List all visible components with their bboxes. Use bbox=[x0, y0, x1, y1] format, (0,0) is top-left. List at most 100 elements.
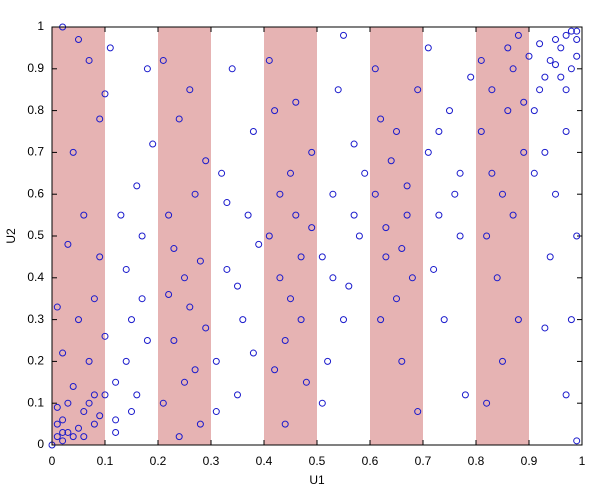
point bbox=[562, 128, 570, 135]
x-tick-label: 0.2 bbox=[150, 454, 167, 468]
point bbox=[393, 295, 400, 303]
point bbox=[488, 86, 496, 94]
point bbox=[249, 349, 257, 357]
shaded-band bbox=[52, 27, 105, 445]
point bbox=[101, 332, 109, 340]
point bbox=[509, 65, 517, 73]
point bbox=[488, 169, 496, 177]
point bbox=[377, 115, 385, 123]
point bbox=[90, 420, 98, 428]
point bbox=[451, 190, 459, 198]
point bbox=[414, 408, 422, 416]
point bbox=[573, 232, 581, 240]
point bbox=[234, 391, 241, 399]
point bbox=[96, 253, 104, 261]
point bbox=[530, 107, 538, 115]
point bbox=[424, 44, 432, 52]
point bbox=[297, 253, 305, 261]
point bbox=[387, 157, 395, 165]
point bbox=[75, 424, 82, 432]
point bbox=[138, 232, 146, 240]
point bbox=[546, 56, 554, 64]
point bbox=[504, 107, 512, 115]
point bbox=[499, 190, 506, 198]
point bbox=[552, 61, 559, 69]
point bbox=[196, 257, 204, 265]
point bbox=[212, 357, 220, 365]
shaded-band bbox=[476, 27, 529, 445]
y-tick-label: 0.1 bbox=[27, 395, 44, 409]
point bbox=[53, 403, 61, 411]
point bbox=[329, 274, 337, 282]
point bbox=[504, 44, 512, 52]
point bbox=[408, 274, 416, 282]
point bbox=[112, 416, 120, 424]
point bbox=[456, 169, 464, 177]
point bbox=[175, 433, 183, 441]
point bbox=[552, 36, 559, 44]
point bbox=[239, 316, 247, 324]
point bbox=[318, 399, 326, 407]
point bbox=[573, 27, 581, 35]
point bbox=[80, 408, 88, 416]
point bbox=[170, 245, 178, 253]
point bbox=[159, 56, 167, 64]
point bbox=[541, 148, 549, 156]
point bbox=[371, 65, 379, 73]
point bbox=[276, 274, 284, 282]
point bbox=[292, 98, 300, 106]
point bbox=[382, 224, 390, 232]
point bbox=[159, 399, 167, 407]
point bbox=[520, 148, 528, 156]
y-tick-label: 0.8 bbox=[27, 103, 44, 117]
point bbox=[573, 437, 581, 445]
point bbox=[122, 265, 130, 273]
point bbox=[265, 232, 273, 240]
point bbox=[69, 433, 77, 441]
point bbox=[255, 240, 263, 248]
point bbox=[138, 295, 146, 303]
point bbox=[377, 316, 385, 324]
point bbox=[302, 378, 310, 386]
x-tick-label: 0 bbox=[49, 454, 56, 468]
x-tick-label: 0.4 bbox=[256, 454, 273, 468]
point bbox=[165, 291, 173, 299]
point bbox=[53, 420, 61, 428]
point bbox=[117, 211, 125, 219]
point bbox=[483, 399, 491, 407]
point bbox=[350, 140, 358, 148]
point bbox=[101, 391, 109, 399]
point bbox=[64, 399, 72, 407]
point bbox=[202, 157, 210, 165]
point bbox=[573, 36, 581, 44]
point bbox=[59, 437, 67, 445]
point bbox=[345, 282, 353, 290]
point bbox=[53, 433, 61, 441]
point bbox=[541, 324, 549, 332]
point bbox=[196, 420, 204, 428]
point bbox=[85, 399, 93, 407]
point bbox=[191, 366, 199, 374]
point bbox=[361, 169, 369, 177]
point bbox=[514, 316, 522, 324]
point bbox=[128, 408, 135, 416]
point bbox=[281, 420, 289, 428]
point bbox=[477, 56, 485, 64]
point bbox=[128, 316, 135, 324]
point bbox=[271, 107, 279, 115]
y-tick-label: 0.7 bbox=[27, 145, 44, 159]
point bbox=[350, 211, 358, 219]
point bbox=[175, 115, 183, 123]
point bbox=[525, 52, 533, 60]
point bbox=[143, 337, 151, 344]
x-tick-label: 0.1 bbox=[97, 454, 114, 468]
point bbox=[334, 86, 342, 94]
point bbox=[218, 169, 226, 177]
point bbox=[90, 391, 98, 399]
point bbox=[329, 190, 337, 198]
x-tick-label: 0.3 bbox=[203, 454, 220, 468]
point bbox=[281, 337, 289, 344]
point bbox=[101, 90, 109, 98]
x-tick-label: 0.6 bbox=[362, 454, 379, 468]
